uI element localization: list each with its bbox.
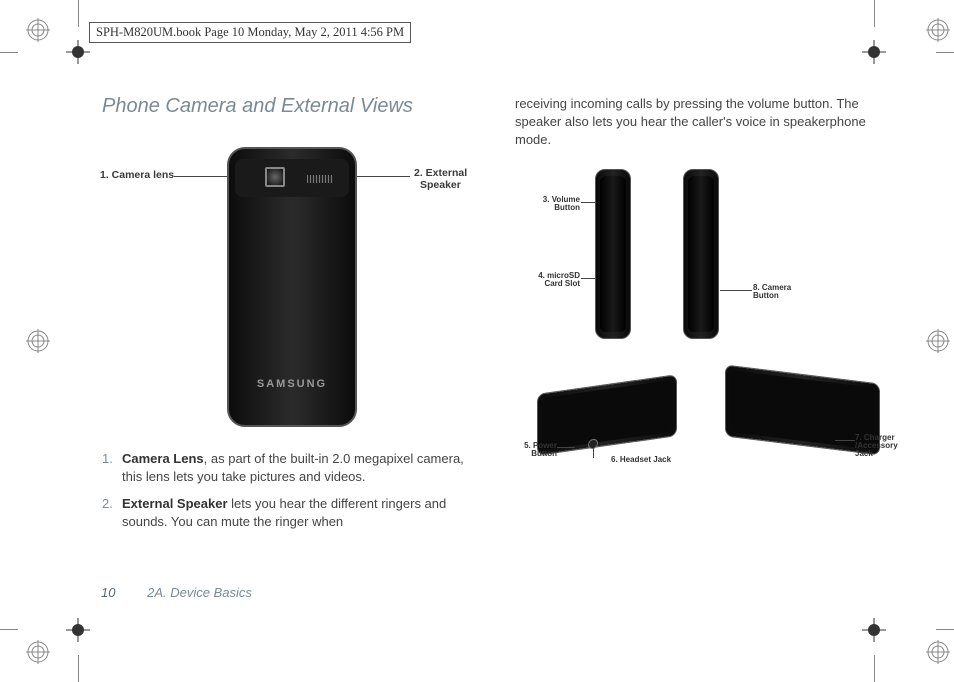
crop-target-icon xyxy=(862,618,886,642)
callout-external-speaker: 2. External Speaker xyxy=(414,168,474,191)
left-column: Phone Camera and External Views 1. Camer… xyxy=(102,95,487,540)
label-headset: 6. Headset Jack xyxy=(611,456,671,464)
label-camera-button: 8. CameraButton xyxy=(753,284,791,301)
registration-mark-icon xyxy=(926,18,950,42)
phone-back-illustration: SAMSUNG xyxy=(217,147,367,427)
page-number: 10 xyxy=(101,585,115,600)
section-name: 2A. Device Basics xyxy=(147,585,252,600)
label-microsd: 4. microSDCard Slot xyxy=(525,272,580,289)
phone-bottom-view xyxy=(537,374,677,456)
registration-mark-icon xyxy=(926,329,950,353)
list-item: 1. Camera Lens, as part of the built-in … xyxy=(102,450,487,485)
label-charger: 7. Charger/AccessoryJack xyxy=(855,434,898,459)
callout-camera-lens: 1. Camera lens xyxy=(100,170,174,182)
brand-logo: SAMSUNG xyxy=(229,378,355,390)
phone-right-side xyxy=(683,169,719,339)
registration-mark-icon xyxy=(26,18,50,42)
registration-mark-icon xyxy=(26,640,50,664)
phone-left-side xyxy=(595,169,631,339)
list-number: 1. xyxy=(102,450,122,485)
continuation-paragraph: receiving incoming calls by pressing the… xyxy=(515,95,900,150)
leader-line xyxy=(835,440,855,441)
page-header: SPH-M820UM.book Page 10 Monday, May 2, 2… xyxy=(89,22,411,43)
speaker-grill-icon xyxy=(307,175,333,183)
list-item: 2. External Speaker lets you hear the di… xyxy=(102,495,487,530)
section-title: Phone Camera and External Views xyxy=(102,95,487,118)
callout-text: 2. External xyxy=(414,167,467,179)
phone-body: SAMSUNG xyxy=(227,147,357,427)
list-number: 2. xyxy=(102,495,122,530)
page-footer: 10 2A. Device Basics xyxy=(101,585,252,600)
crop-target-icon xyxy=(66,618,90,642)
leader-line xyxy=(557,447,575,448)
registration-mark-icon xyxy=(926,640,950,664)
registration-mark-icon xyxy=(26,329,50,353)
list-text: External Speaker lets you hear the diffe… xyxy=(122,495,487,530)
leader-line xyxy=(581,278,595,279)
feature-list: 1. Camera Lens, as part of the built-in … xyxy=(102,450,487,530)
right-column: receiving incoming calls by pressing the… xyxy=(515,95,900,534)
list-text: Camera Lens, as part of the built-in 2.0… xyxy=(122,450,487,485)
camera-lens-icon xyxy=(265,167,285,187)
label-volume: 3. VolumeButton xyxy=(525,196,580,213)
leader-line xyxy=(720,290,752,291)
leader-line xyxy=(581,202,595,203)
side-views-illustration: 3. VolumeButton 4. microSDCard Slot 8. C… xyxy=(515,164,895,534)
callout-text: Speaker xyxy=(414,179,461,191)
leader-line xyxy=(593,448,594,458)
label-power: 5. PowerButton xyxy=(509,442,557,459)
page-content: Phone Camera and External Views 1. Camer… xyxy=(75,55,875,615)
